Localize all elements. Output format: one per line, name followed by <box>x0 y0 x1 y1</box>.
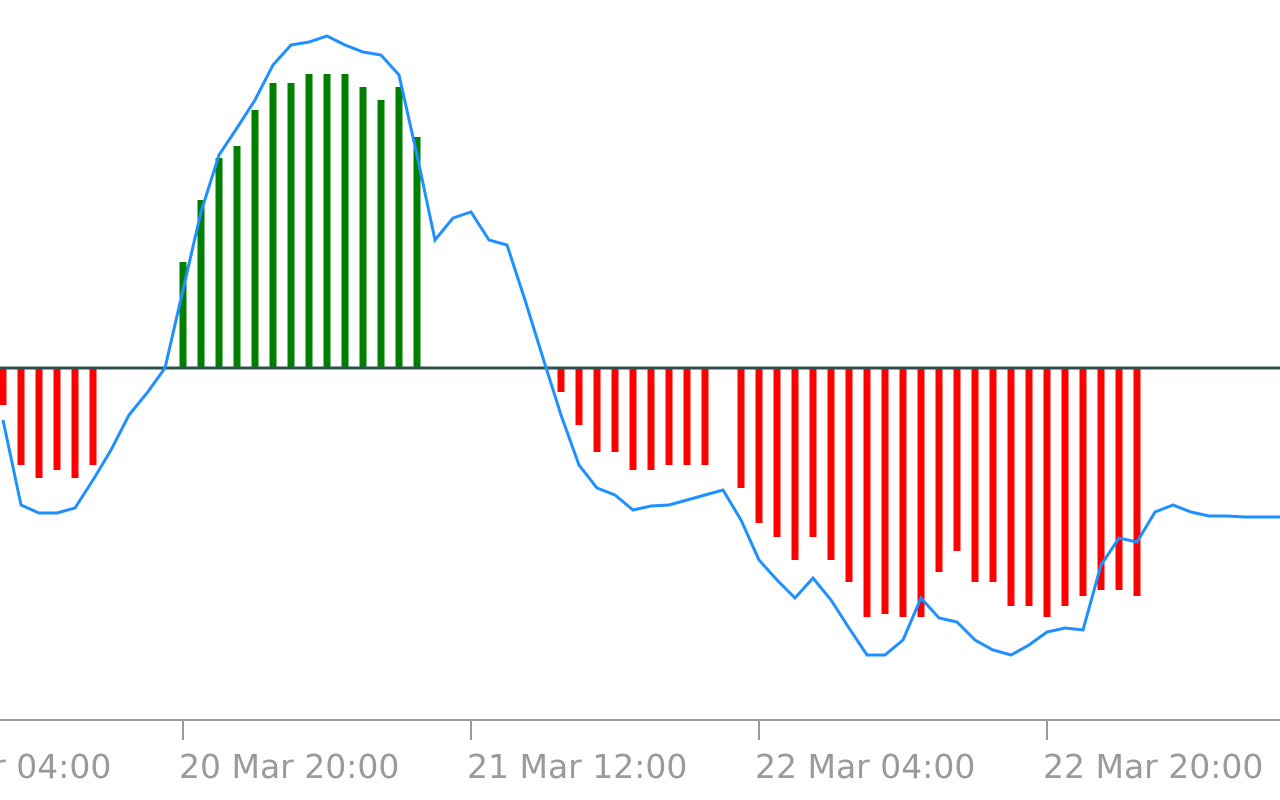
histogram-bar <box>377 100 385 368</box>
histogram-bar <box>665 368 673 465</box>
histogram-bar <box>1061 368 1069 606</box>
histogram-bar <box>845 368 853 582</box>
histogram-bar <box>359 87 367 368</box>
histogram-bar <box>341 74 349 368</box>
histogram-bar <box>557 368 565 392</box>
histogram-bar <box>1079 368 1087 596</box>
histogram-bar <box>899 368 907 617</box>
histogram-bar <box>737 368 745 488</box>
histogram-bar <box>971 368 979 582</box>
histogram-bar <box>773 368 781 537</box>
histogram-bar <box>683 368 691 465</box>
x-tick-label: 22 Mar 20:00 <box>1043 747 1263 786</box>
histogram-bar <box>323 74 331 368</box>
histogram-bar <box>611 368 619 452</box>
x-tick-label: 22 Mar 04:00 <box>755 747 975 786</box>
histogram-bar <box>0 368 7 405</box>
histogram-bar <box>1007 368 1015 606</box>
histogram-bar <box>953 368 961 551</box>
histogram-bar <box>935 368 943 572</box>
histogram-bar <box>53 368 61 470</box>
histogram-bar <box>1043 368 1051 617</box>
histogram-bar <box>575 368 583 425</box>
histogram-bar <box>827 368 835 560</box>
histogram-bar <box>413 137 421 368</box>
histogram-bar <box>863 368 871 617</box>
histogram-bar <box>233 146 241 368</box>
histogram-bar <box>269 83 277 368</box>
histogram-bar <box>71 368 79 478</box>
x-tick-label: 21 Mar 12:00 <box>467 747 687 786</box>
histogram-bar <box>791 368 799 560</box>
histogram-bar <box>1133 368 1141 596</box>
histogram-bar <box>305 74 313 368</box>
histogram-bar <box>1097 368 1105 590</box>
histogram-bar <box>917 368 925 617</box>
histogram-bar <box>197 200 205 368</box>
histogram-bar <box>629 368 637 470</box>
histogram-bar <box>701 368 709 465</box>
histogram-bar <box>287 83 295 368</box>
histogram-bar <box>17 368 25 465</box>
histogram-bar <box>89 368 97 465</box>
histogram-bar <box>1025 368 1033 606</box>
signal-line <box>1 34 1280 657</box>
x-tick-label: 20 Mar 04:00 <box>0 747 111 786</box>
histogram-bar <box>215 158 223 368</box>
histogram-bar <box>179 262 187 368</box>
histogram-bar <box>35 368 43 478</box>
histogram-bar <box>1115 368 1123 590</box>
histogram-bar <box>593 368 601 452</box>
histogram-bar <box>755 368 763 523</box>
histogram-bar <box>809 368 817 537</box>
histogram-bar <box>989 368 997 582</box>
histogram-bar <box>647 368 655 470</box>
histogram-bar <box>881 368 889 614</box>
histogram-bar <box>395 87 403 368</box>
x-tick-label: 20 Mar 20:00 <box>179 747 399 786</box>
histogram-bar <box>251 110 259 368</box>
